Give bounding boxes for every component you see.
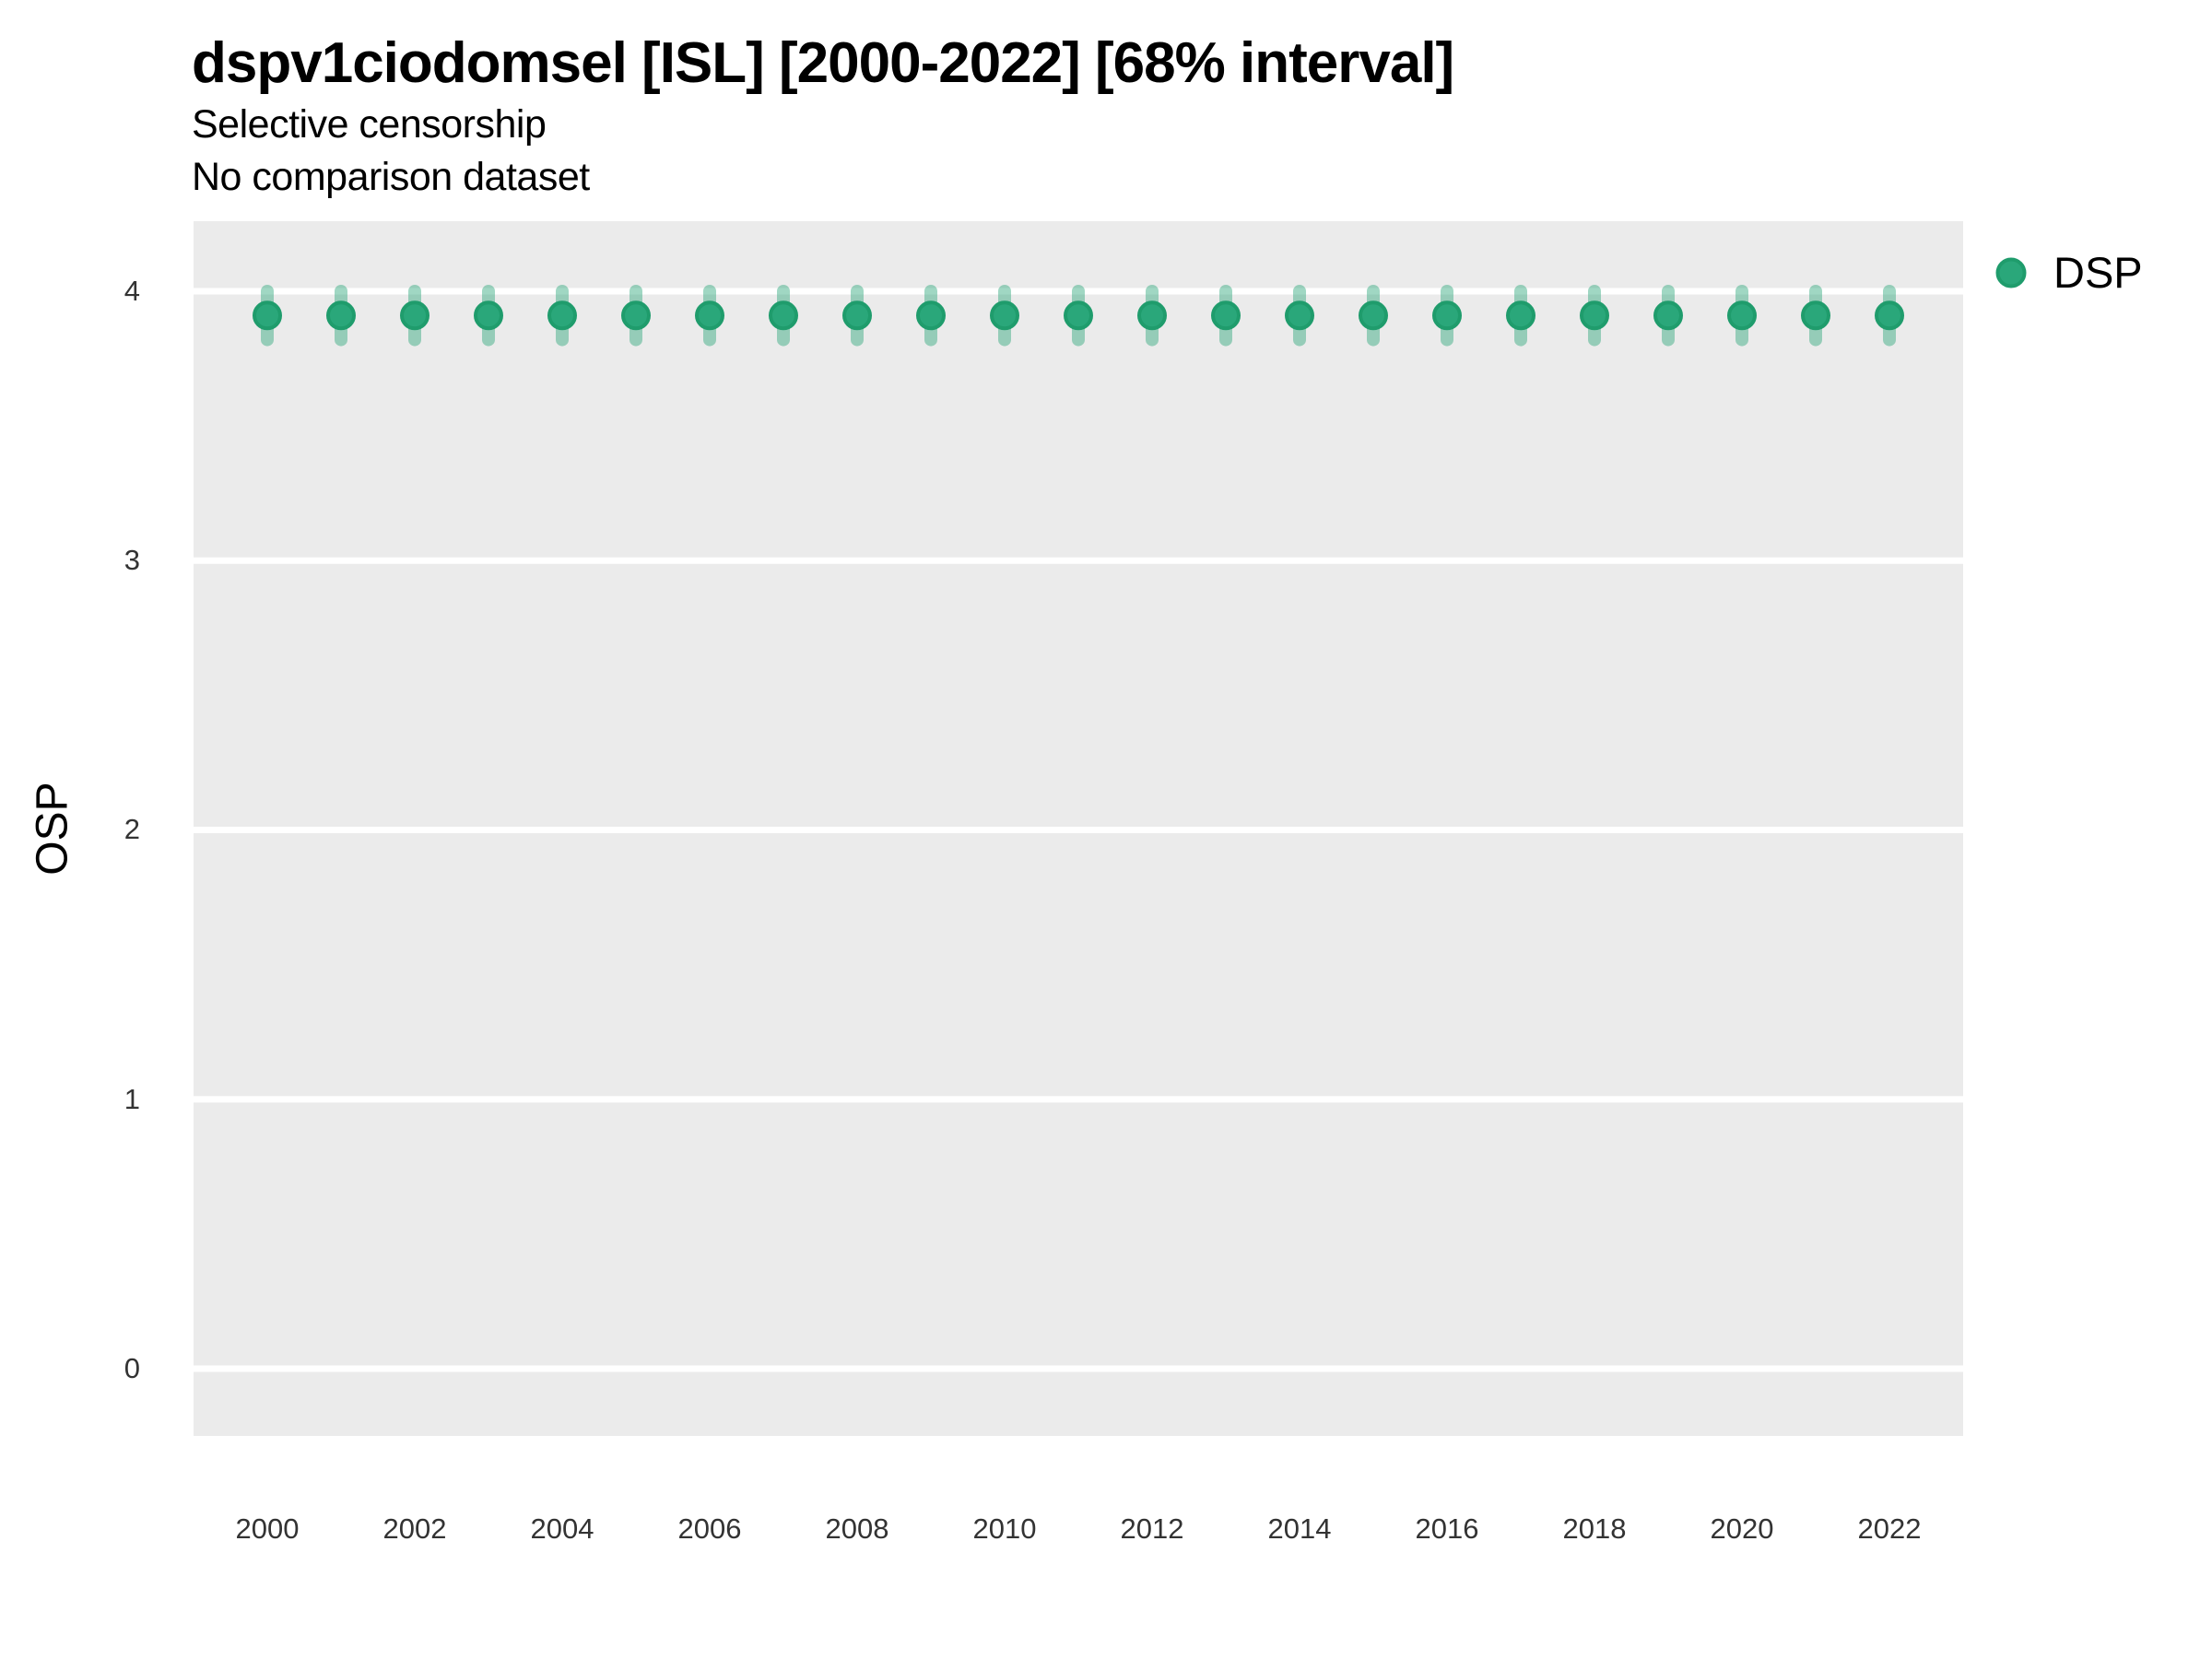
chart-subtitle-line2: No comparison dataset — [192, 155, 590, 199]
y-tick-label-0: 0 — [124, 1351, 140, 1384]
data-point-2002 — [400, 300, 429, 331]
data-point-2022 — [1875, 300, 1904, 331]
x-tick-label-2002: 2002 — [382, 1512, 447, 1545]
data-point-2018 — [1580, 300, 1609, 331]
legend-point-icon — [1995, 257, 2027, 288]
data-point-2012 — [1137, 300, 1167, 331]
data-point-2021 — [1801, 300, 1830, 331]
y-tick-label-4: 4 — [124, 274, 140, 307]
plot-panel — [194, 221, 1963, 1436]
data-point-2005 — [621, 300, 651, 331]
legend-label-dsp: DSP — [2053, 248, 2143, 297]
data-point-2014 — [1285, 300, 1314, 331]
chart-subtitle-line1: Selective censorship — [192, 102, 547, 147]
x-tick-label-2006: 2006 — [677, 1512, 742, 1545]
x-tick-label-2016: 2016 — [1415, 1512, 1479, 1545]
x-tick-label-2010: 2010 — [972, 1512, 1037, 1545]
data-point-2000 — [253, 300, 282, 331]
data-point-2007 — [769, 300, 798, 331]
data-point-2006 — [695, 300, 724, 331]
data-point-2017 — [1506, 300, 1535, 331]
y-tick-label-3: 3 — [124, 544, 140, 577]
y-tick-label-2: 2 — [124, 813, 140, 846]
y-tick-label-1: 1 — [124, 1082, 140, 1115]
x-tick-label-2004: 2004 — [530, 1512, 594, 1545]
data-point-2015 — [1359, 300, 1388, 331]
data-point-2020 — [1727, 300, 1757, 331]
data-point-2016 — [1432, 300, 1462, 331]
data-point-2010 — [990, 300, 1019, 331]
x-tick-label-2022: 2022 — [1857, 1512, 1922, 1545]
x-tick-label-2012: 2012 — [1120, 1512, 1184, 1545]
data-point-2003 — [474, 300, 503, 331]
data-point-2001 — [326, 300, 356, 331]
x-tick-label-2008: 2008 — [825, 1512, 889, 1545]
legend: DSP — [1989, 251, 2143, 295]
data-point-2008 — [842, 300, 872, 331]
data-point-2004 — [547, 300, 577, 331]
plot-canvas — [194, 221, 1963, 1436]
data-point-2013 — [1211, 300, 1241, 331]
x-tick-label-2014: 2014 — [1267, 1512, 1332, 1545]
x-tick-label-2018: 2018 — [1562, 1512, 1627, 1545]
data-point-2011 — [1064, 300, 1093, 331]
chart-title: dspv1ciodomsel [ISL] [2000-2022] [68% in… — [192, 31, 1454, 95]
data-point-2009 — [916, 300, 946, 331]
x-tick-label-2000: 2000 — [235, 1512, 300, 1545]
data-point-2019 — [1653, 300, 1683, 331]
x-tick-label-2020: 2020 — [1710, 1512, 1774, 1545]
